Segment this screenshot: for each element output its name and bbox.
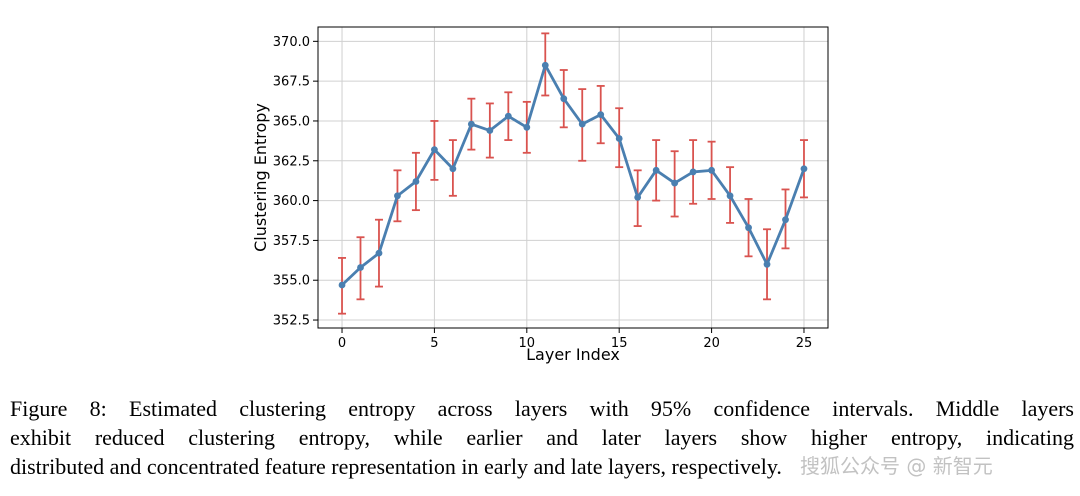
x-tick-label: 0 [338,336,346,351]
y-tick-label: 360.0 [273,194,310,209]
data-point [394,192,401,200]
data-point [689,168,697,176]
data-point [431,146,438,154]
caption-line-3: distributed and concentrated feature rep… [10,454,782,479]
data-points [338,61,808,289]
data-point [486,127,494,134]
x-tick-label: 20 [703,336,720,351]
data-point [523,123,531,131]
data-point [726,192,734,200]
data-point [745,224,752,232]
figure-caption: Figure 8: Estimated clustering entropy a… [10,394,1074,481]
x-tick-label: 15 [611,336,628,351]
series-line-group [341,63,806,287]
data-point [541,61,549,69]
x-tick-label: 5 [430,336,438,351]
data-point [375,249,383,257]
y-ticks: 352.5 355.0 357.5 360.0 362.5 365.0 367.5 370.0 [273,35,318,329]
y-tick-label: 355.0 [273,274,310,289]
x-ticks: 0 5 10 15 20 25 [338,328,812,351]
caption-line-1: Figure 8: Estimated clustering entropy a… [10,396,1074,421]
plot-frame [317,26,829,329]
data-point [578,120,586,128]
data-point [449,165,457,173]
data-point [763,260,771,268]
y-tick-label: 357.5 [273,234,310,249]
data-point [467,120,475,128]
grid-lines [318,27,828,328]
x-tick-label: 10 [519,336,536,351]
data-point [357,264,364,271]
y-tick-label: 367.5 [273,75,310,90]
caption-line-2: exhibit reduced clustering entropy, whil… [10,425,1074,450]
data-point [800,165,808,173]
error-bars [338,32,808,315]
data-point [615,135,623,142]
y-axis-label: Clustering Entropy [251,103,270,252]
data-point [652,166,660,174]
chart: 0 5 10 15 20 25 352.5 355.0 357.5 360.0 362.5 365.… [251,26,829,364]
watermark: 搜狐公众号 @ 新智元 [800,454,993,478]
data-point [671,179,679,187]
data-point [338,281,346,289]
series-line [341,63,806,287]
data-point [782,216,789,224]
data-point [634,194,642,201]
data-point [504,112,512,120]
x-axis-label: Layer Index [526,345,620,364]
y-tick-label: 352.5 [273,314,310,329]
data-point [597,111,605,118]
y-tick-label: 365.0 [273,114,310,129]
y-tick-label: 370.0 [273,35,310,50]
y-tick-label: 362.5 [273,154,310,169]
data-point [412,178,420,185]
x-tick-label: 25 [796,336,813,351]
data-point [560,95,568,103]
data-point [708,166,715,174]
